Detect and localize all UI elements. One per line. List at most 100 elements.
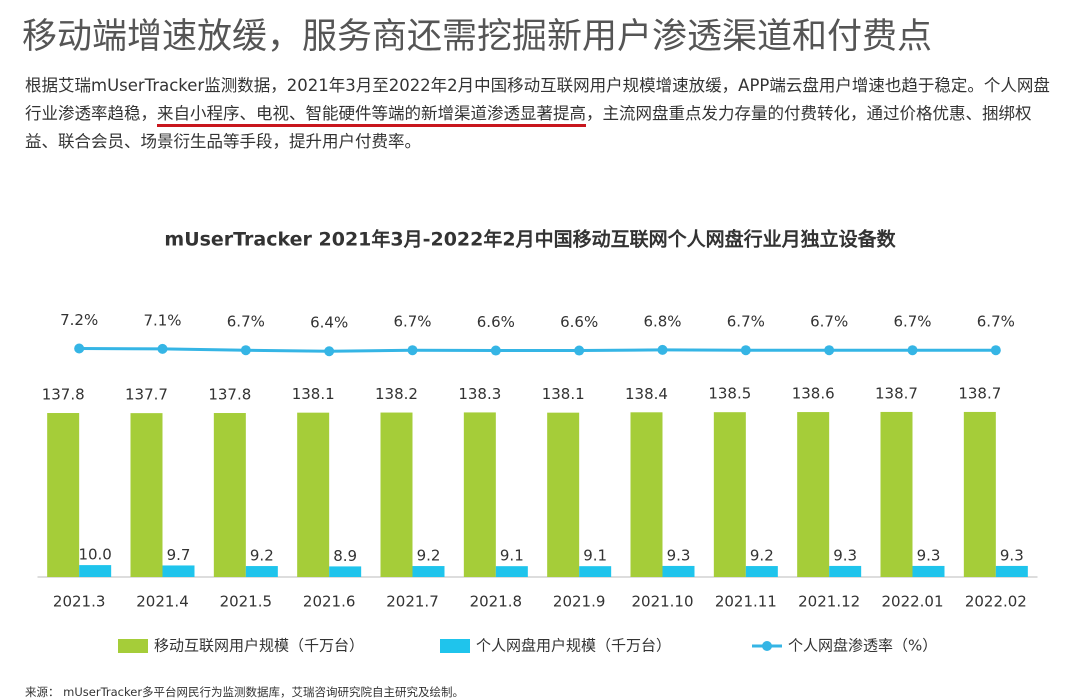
value-label: 138.7	[958, 384, 1001, 402]
bar	[245, 566, 278, 577]
value-label: 6.4%	[310, 314, 348, 332]
x-tick-label: 2021.8	[470, 593, 523, 611]
value-label: 6.7%	[393, 313, 431, 331]
value-label: 6.6%	[560, 313, 598, 331]
bar	[579, 566, 612, 577]
x-tick-label: 2021.3	[53, 593, 106, 611]
legend-swatch	[440, 639, 470, 653]
value-label: 9.3	[667, 546, 691, 564]
value-label: 138.1	[292, 385, 335, 403]
value-label: 138.1	[542, 385, 585, 403]
value-label: 6.7%	[893, 313, 931, 331]
point	[824, 345, 835, 356]
bar	[380, 412, 413, 577]
bar	[329, 566, 362, 577]
bar	[412, 566, 445, 577]
bar	[79, 565, 112, 577]
value-label: 9.2	[750, 547, 774, 565]
bar	[547, 412, 580, 577]
legend-swatch	[762, 641, 772, 651]
value-label: 137.7	[125, 386, 168, 404]
value-label: 6.7%	[977, 313, 1015, 331]
x-tick-label: 2022.01	[881, 593, 943, 611]
value-label: 9.3	[833, 546, 857, 564]
point	[74, 343, 85, 354]
point	[490, 345, 501, 356]
highlight-text: 来自小程序、电视、智能硬件等端的新增渠道渗透显著提高	[157, 104, 586, 123]
point	[907, 345, 918, 356]
value-label: 7.2%	[60, 311, 98, 329]
point	[990, 345, 1001, 356]
point	[240, 345, 251, 356]
legend-label: 个人网盘用户规模（千万台）	[476, 637, 671, 655]
bar	[495, 566, 528, 577]
legend-swatch	[118, 639, 148, 653]
x-tick-label: 2021.4	[136, 593, 189, 611]
bar	[662, 565, 695, 577]
value-label: 138.5	[708, 385, 751, 403]
bar	[713, 412, 746, 577]
bar	[130, 413, 163, 577]
value-label: 9.1	[583, 547, 607, 565]
point	[157, 343, 168, 354]
bar	[797, 412, 830, 577]
x-tick-label: 2021.11	[715, 593, 777, 611]
x-tick-label: 2021.7	[386, 593, 439, 611]
legend-label: 移动互联网用户规模（千万台）	[154, 637, 364, 655]
x-tick-label: 2021.10	[631, 593, 693, 611]
bar	[630, 412, 663, 577]
point	[407, 345, 418, 356]
bar	[297, 412, 330, 577]
x-tick-label: 2021.9	[553, 593, 606, 611]
point	[324, 346, 335, 357]
paragraph: 根据艾瑞mUserTracker监测数据，2021年3月至2022年2月中国移动…	[25, 72, 1060, 156]
value-label: 9.3	[917, 546, 941, 564]
value-label: 137.8	[42, 386, 85, 404]
bar	[213, 413, 246, 577]
source: 来源： mUserTracker多平台网民行为监测数据库，艾瑞咨询研究院自主研究…	[25, 685, 465, 699]
value-label: 9.1	[500, 547, 524, 565]
line	[79, 347, 996, 353]
value-label: 138.2	[375, 385, 418, 403]
value-label: 9.2	[417, 547, 441, 565]
value-label: 6.8%	[643, 312, 681, 330]
point	[740, 345, 751, 356]
value-label: 138.6	[792, 385, 835, 403]
value-label: 138.4	[625, 385, 668, 403]
value-label: 9.2	[250, 547, 274, 565]
chart: mUserTracker 2021年3月-2022年2月中国移动互联网个人网盘行…	[37, 228, 1038, 655]
bar	[963, 411, 996, 577]
value-label: 6.7%	[727, 313, 765, 331]
bar	[47, 413, 80, 577]
x-tick-label: 2021.6	[303, 593, 356, 611]
x-tick-label: 2022.02	[965, 593, 1027, 611]
bar	[745, 566, 778, 577]
text: 根据艾瑞mUserTracker监测数据，2021年3月至2022年2月中国移动…	[25, 76, 1050, 123]
bar	[463, 412, 496, 577]
x-tick-label: 2021.12	[798, 593, 860, 611]
point	[657, 344, 668, 355]
value-label: 6.7%	[810, 313, 848, 331]
value-label: 6.7%	[227, 313, 265, 331]
bar	[995, 565, 1028, 577]
bar	[162, 565, 195, 577]
value-label: 137.8	[208, 386, 251, 404]
bar	[880, 411, 913, 577]
bar	[829, 565, 862, 577]
value-label: 138.3	[458, 385, 501, 403]
value-label: 10.0	[78, 546, 111, 564]
value-label: 138.7	[875, 384, 918, 402]
value-label: 8.9	[333, 547, 357, 565]
page-title: 移动端增速放缓，服务商还需挖掘新用户渗透渠道和付费点	[22, 17, 933, 57]
bar	[912, 565, 945, 577]
value-label: 7.1%	[143, 311, 181, 329]
point	[574, 345, 585, 356]
legend-label: 个人网盘渗透率（%）	[788, 637, 937, 655]
x-tick-label: 2021.5	[220, 593, 273, 611]
value-label: 6.6%	[477, 313, 515, 331]
value-label: 9.3	[1000, 546, 1024, 564]
chart-title: mUserTracker 2021年3月-2022年2月中国移动互联网个人网盘行…	[164, 228, 896, 251]
value-label: 9.7	[167, 546, 191, 564]
text: ，主流网盘重点发力存量的付费转化，通过价格优惠、捆绑权益、联合会员、场景衍生品等…	[25, 104, 1032, 151]
